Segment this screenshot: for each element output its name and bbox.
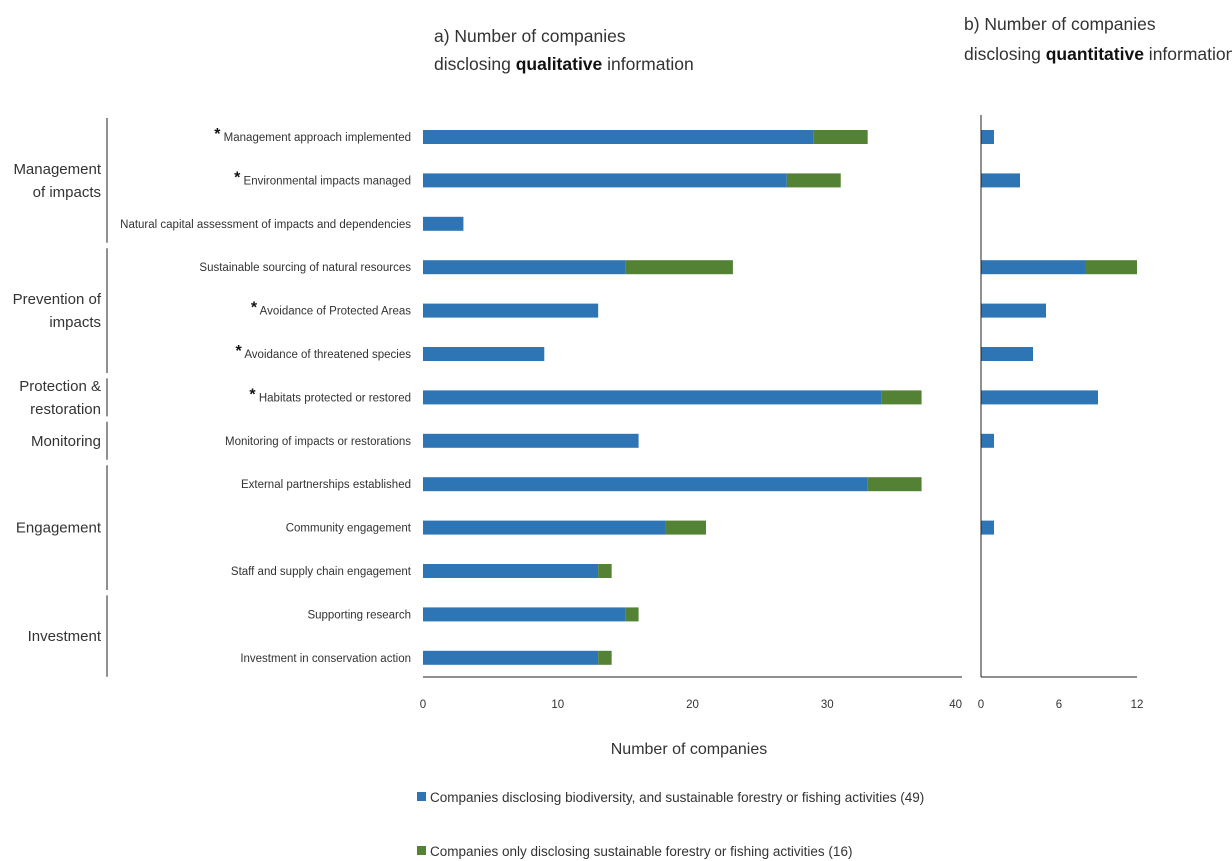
panel-a-bar-series2 xyxy=(881,390,922,405)
group-label: Monitoring xyxy=(31,433,101,450)
panel-b-bar-series2 xyxy=(1085,260,1137,275)
category-label: Staff and supply chain engagement xyxy=(231,566,412,578)
panel-b-bar-series1 xyxy=(981,173,1020,188)
category-label: * Habitats protected or restored xyxy=(249,386,411,404)
group-label: impacts xyxy=(49,314,101,331)
category-labels: * Management approach implemented * Envir… xyxy=(120,126,412,665)
panel-a-title-line2: disclosing qualitative information xyxy=(434,54,694,74)
panel-a-bar-series2 xyxy=(813,130,868,144)
panel-b-bar-series1 xyxy=(981,520,994,535)
panel-a-bar-series1 xyxy=(423,650,599,665)
panel-b-bar-series1 xyxy=(981,347,1033,361)
category-label: Community engagement xyxy=(286,523,412,535)
group-label: Investment xyxy=(28,628,102,645)
panel-a-bar-series2 xyxy=(665,520,706,535)
category-label: Sustainable sourcing of natural resource… xyxy=(199,262,411,274)
category-label: Supporting research xyxy=(307,609,411,621)
panel-a-bar-series1 xyxy=(423,303,599,318)
category-label: External partnerships established xyxy=(241,479,411,491)
legend-swatch-series1 xyxy=(417,792,426,801)
panel-a-bar-series1 xyxy=(423,477,868,492)
category-label: Monitoring of impacts or restorations xyxy=(225,436,411,448)
legend-label-series1: Companies disclosing biodiversity, and s… xyxy=(430,790,924,805)
category-label: Natural capital assessment of impacts an… xyxy=(120,219,411,231)
panel-a-bar-series1 xyxy=(423,520,666,535)
panel-a-tick-label: 0 xyxy=(420,699,426,711)
panel-a-tick-label: 40 xyxy=(949,699,962,711)
panel-a-bar-series2 xyxy=(625,607,639,622)
panel-b-bars xyxy=(981,130,1137,535)
panel-a-bar-series2 xyxy=(598,564,612,578)
panel-a-bar-series2 xyxy=(786,173,841,188)
panel-a-bar-series1 xyxy=(423,390,882,405)
panel-b-bar-series1 xyxy=(981,433,994,448)
panel-a-title-line1: a) Number of companies xyxy=(434,26,626,46)
category-label: * Environmental impacts managed xyxy=(234,169,411,187)
panel-a-bar-series1 xyxy=(423,173,787,188)
panel-a-bars xyxy=(423,130,922,665)
category-label: * Avoidance of threatened species xyxy=(236,343,412,361)
panel-a-bar-series1 xyxy=(423,607,626,622)
group-labels: Management of impacts Prevention of impacts… xyxy=(13,118,108,677)
legend-swatch-series2 xyxy=(417,846,426,855)
panel-a-tick-labels: 0 10 20 30 40 xyxy=(420,699,962,711)
panel-b-tick-label: 0 xyxy=(978,699,984,711)
group-label: of impacts xyxy=(33,184,101,201)
category-label: * Avoidance of Protected Areas xyxy=(251,300,411,318)
category-label: * Management approach implemented xyxy=(214,126,411,144)
panel-b-bar-series1 xyxy=(981,390,1098,405)
panel-b-tick-labels: 0 6 12 xyxy=(978,699,1144,711)
group-label: Engagement xyxy=(16,520,102,537)
panel-b-bar-series1 xyxy=(981,260,1085,275)
panel-b-tick-label: 6 xyxy=(1056,699,1062,711)
panel-a-tick-label: 30 xyxy=(821,699,834,711)
panel-a-bar-series1 xyxy=(423,260,626,275)
panel-b-title-line2: disclosing quantitative information xyxy=(964,44,1232,64)
group-label: restoration xyxy=(30,401,101,418)
panel-a-bar-series2 xyxy=(598,650,612,665)
panel-a-bar-series1 xyxy=(423,564,599,578)
panel-b-bar-series1 xyxy=(981,303,1046,318)
panel-a-tick-label: 20 xyxy=(686,699,699,711)
panel-a-bar-series1 xyxy=(423,130,814,144)
panel-a-bar-series2 xyxy=(625,260,733,275)
legend-label-series2: Companies only disclosing sustainable fo… xyxy=(430,844,852,859)
category-label: Investment in conservation action xyxy=(240,653,411,665)
x-axis-label: Number of companies xyxy=(611,741,768,758)
panel-b-title-line1: b) Number of companies xyxy=(964,14,1156,34)
panel-a-bar-series1 xyxy=(423,347,545,361)
panel-a-bar-series1 xyxy=(423,216,464,231)
panel-a-bar-series2 xyxy=(867,477,922,492)
group-label: Prevention of xyxy=(13,291,102,308)
panel-b-bar-series1 xyxy=(981,130,994,144)
group-label: Protection & xyxy=(19,378,101,395)
panel-a-tick-label: 10 xyxy=(551,699,564,711)
panel-a-bar-series1 xyxy=(423,433,639,448)
panel-b-tick-label: 12 xyxy=(1131,699,1144,711)
group-label: Management xyxy=(13,161,101,178)
